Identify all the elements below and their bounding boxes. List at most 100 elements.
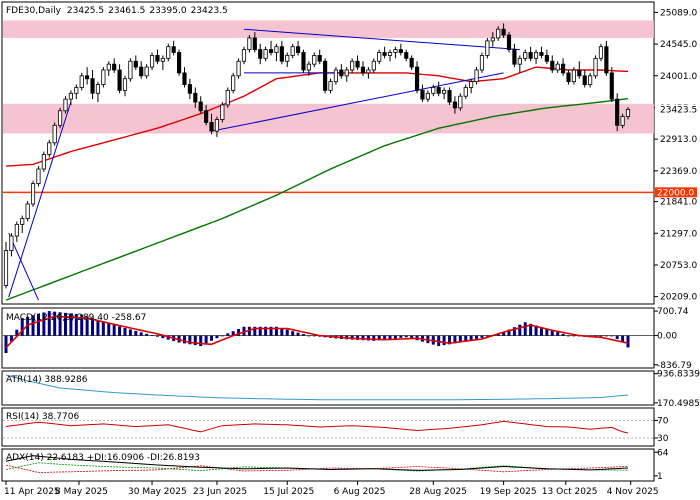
resistance-zones <box>3 20 654 134</box>
macd-bar <box>448 335 452 345</box>
candle <box>74 84 79 100</box>
candle-body <box>382 52 387 56</box>
candle-body <box>58 110 63 126</box>
time-tick-label: 4 Nov 2025 <box>607 487 659 497</box>
macd-bar <box>101 321 105 336</box>
macd-bar <box>269 326 273 336</box>
candle <box>561 58 566 76</box>
candle-body <box>469 81 474 88</box>
candle-body <box>620 116 625 126</box>
candle <box>47 139 52 158</box>
candle-body <box>9 235 14 251</box>
axis-tick-label: 70 <box>657 416 669 426</box>
header-open: 23425.5 <box>67 6 104 16</box>
macd-bar <box>604 335 608 337</box>
candle <box>350 58 355 73</box>
candle <box>512 43 517 68</box>
time-tick-label: 6 Aug 2025 <box>334 487 386 497</box>
candle <box>582 69 587 88</box>
candle <box>409 55 414 70</box>
macd-bar <box>220 335 224 337</box>
candle-body <box>577 69 582 77</box>
candle-body <box>231 75 236 91</box>
candle-body <box>555 63 560 71</box>
trendlines <box>8 28 520 301</box>
candle <box>193 87 198 108</box>
candle-body <box>442 89 447 94</box>
time-tick-label: 8 May 2025 <box>55 487 108 497</box>
candle <box>263 46 268 62</box>
candle-body <box>371 60 376 71</box>
macd-bar <box>47 311 51 336</box>
axis-tick-label: 21297.0 <box>660 229 697 239</box>
candle <box>306 61 311 76</box>
macd-bar <box>307 335 311 337</box>
candle <box>20 215 25 234</box>
candle-body <box>360 66 366 74</box>
candle <box>279 40 284 65</box>
macd-bar <box>393 335 397 339</box>
candle <box>490 32 495 47</box>
macd-bar <box>210 335 214 341</box>
candle <box>241 46 247 65</box>
axis-tick-label: 1 <box>657 472 663 482</box>
macd-bar <box>69 313 73 336</box>
macd-bar <box>550 330 554 336</box>
axis-tick-label: 700.74 <box>657 307 689 317</box>
macd-bar <box>193 335 197 346</box>
candle-body <box>333 69 339 83</box>
candle-body <box>615 98 620 126</box>
macd-bar <box>301 334 305 336</box>
macd-bar <box>475 335 479 340</box>
candle-body <box>79 75 84 88</box>
candle-body <box>52 124 57 144</box>
candle <box>328 78 333 94</box>
axis-tick-label: 22369.0 <box>660 167 697 177</box>
macd-bar <box>453 335 457 344</box>
candle-body <box>517 57 522 65</box>
candle <box>431 84 436 97</box>
candle-body <box>274 46 279 53</box>
candle <box>285 52 290 68</box>
candle <box>420 84 425 103</box>
macd-bar <box>161 335 165 339</box>
candle-body <box>312 55 317 65</box>
candle-body <box>295 46 301 53</box>
candle <box>577 61 582 79</box>
rsi-levels <box>3 420 654 439</box>
candle-body <box>431 87 436 94</box>
candle <box>231 72 236 94</box>
candle <box>479 52 485 73</box>
candle-body <box>393 49 398 53</box>
candle <box>258 43 263 65</box>
candle-body <box>523 52 528 59</box>
candle-body <box>225 89 230 106</box>
level-tag <box>655 187 697 198</box>
candle-body <box>323 60 328 91</box>
candle <box>371 58 376 73</box>
candle <box>425 90 430 103</box>
rsi-pane-frame <box>1 407 655 447</box>
candle-body <box>306 63 311 71</box>
macd-bar <box>296 332 300 336</box>
candle-body <box>133 60 138 68</box>
macd-bar <box>139 332 143 336</box>
candle <box>469 78 474 94</box>
macd-bar <box>199 335 203 347</box>
price-pane-frame <box>1 1 655 305</box>
axis-tick-label: 21841.0 <box>660 198 697 208</box>
candle <box>317 49 322 65</box>
candle <box>382 46 387 59</box>
atr-pane: ATR(14) 388.9286 936.8339 170.4985 <box>1 370 700 409</box>
macd-bar <box>42 312 46 336</box>
candle-body <box>193 92 198 103</box>
candle-body <box>47 142 52 155</box>
macd-bar <box>80 314 84 336</box>
candle-body <box>214 119 220 132</box>
candle <box>149 52 155 70</box>
time-tick-label: 13 Oct 2025 <box>542 487 598 497</box>
macd-bar <box>182 335 186 344</box>
candle <box>506 32 512 53</box>
candle-body <box>268 49 274 53</box>
macd-bar <box>123 327 127 336</box>
